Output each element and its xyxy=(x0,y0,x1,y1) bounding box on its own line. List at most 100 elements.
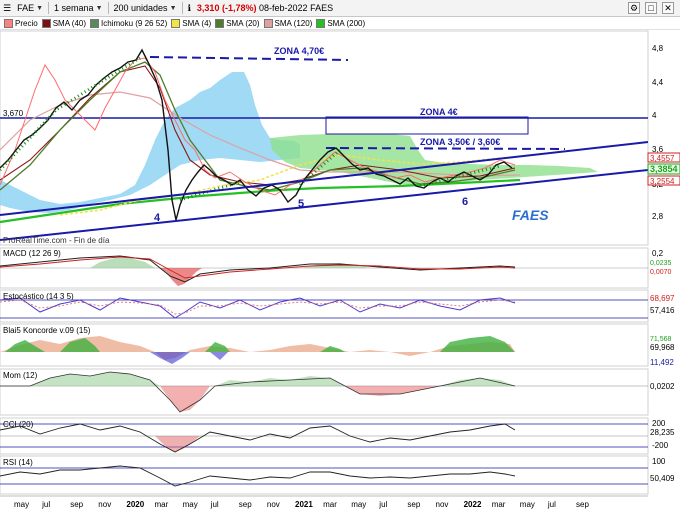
legend-swatch xyxy=(171,18,181,28)
zona-470-label: ZONA 4,70€ xyxy=(274,46,324,56)
cci-line xyxy=(0,423,516,453)
units-selector[interactable]: 200 unidades ▼ xyxy=(111,0,180,17)
price-tag-last: 3,3854 xyxy=(650,164,678,174)
x-tick-label: sep xyxy=(407,500,420,509)
trendline-upper xyxy=(0,141,649,216)
price-tag-lower: 3,2554 xyxy=(650,177,675,186)
info-icon[interactable]: ℹ xyxy=(187,2,191,13)
y-tick-label: 2,8 xyxy=(652,212,664,221)
x-tick-label: mar xyxy=(323,500,337,509)
x-tick-label: jul xyxy=(41,500,50,509)
legend-item-sma4[interactable]: SMA (4) xyxy=(171,18,211,28)
koncorde-panel-frame xyxy=(0,323,649,367)
koncorde-tick: 71,568 xyxy=(650,336,672,343)
x-tick-label: may xyxy=(351,500,366,509)
koncorde-tick: 11,492 xyxy=(650,358,674,367)
zona-4-box xyxy=(325,116,529,135)
menu-icon[interactable]: ☰ xyxy=(3,2,12,13)
toolbar-divider xyxy=(48,2,50,14)
x-tick-label: may xyxy=(520,500,535,509)
macd-tick: 0,0070 xyxy=(650,269,672,276)
mom-title: Mom (12) xyxy=(3,371,38,380)
close-icon[interactable]: ✕ xyxy=(662,2,674,14)
zona-470-line xyxy=(149,56,349,61)
x-tick-label: may xyxy=(14,500,29,509)
legend-swatch xyxy=(316,18,326,28)
x-tick-label: sep xyxy=(239,500,252,509)
wave-4-label: 4 xyxy=(154,212,161,224)
units-label: 200 unidades xyxy=(113,3,168,13)
legend-item-sma20[interactable]: SMA (20) xyxy=(215,18,260,28)
x-tick-label: jul xyxy=(378,500,387,509)
x-tick-label: 2021 xyxy=(295,500,313,509)
x-tick-label: may xyxy=(183,500,198,509)
x-tick-label: mar xyxy=(155,500,169,509)
x-tick-label: sep xyxy=(576,500,589,509)
ticker-label: FAE xyxy=(17,3,35,13)
stoch-k-line xyxy=(0,297,516,319)
y-tick-label: 4,8 xyxy=(652,44,664,53)
maximize-icon[interactable]: □ xyxy=(645,2,657,14)
stoch-d-line xyxy=(0,299,516,315)
mom-positive-area xyxy=(30,372,515,386)
legend-item-sma200[interactable]: SMA (200) xyxy=(316,18,365,28)
x-tick-label: sep xyxy=(70,500,83,509)
legend-item-ichimoku[interactable]: Ichimoku (9 26 52) xyxy=(90,18,167,28)
cci-title: CCI (20) xyxy=(3,420,34,429)
ichimoku-cloud-green xyxy=(270,134,598,186)
rsi-tick: 100 xyxy=(652,457,666,466)
price-readout: 3,310 (-1,78%) 08-feb-2022 FAES xyxy=(194,0,336,17)
toolbar-divider xyxy=(107,2,109,14)
legend-item-price[interactable]: Precio xyxy=(4,18,38,28)
mom-line xyxy=(0,371,516,413)
instrument-name: FAES xyxy=(310,3,334,13)
x-tick-label: 2022 xyxy=(464,500,482,509)
legend-swatch xyxy=(263,18,273,28)
macd-histogram-pos xyxy=(90,258,370,268)
koncorde-tick: 69,968 xyxy=(650,343,675,352)
price-change: (-1,78%) xyxy=(221,3,257,13)
koncorde-area xyxy=(0,336,515,360)
x-tick-label: mar xyxy=(492,500,506,509)
rsi-title: RSI (14) xyxy=(3,458,33,467)
zona-350-line xyxy=(325,147,566,150)
legend-swatch xyxy=(41,18,51,28)
settings-icon[interactable]: ⚙ xyxy=(628,2,640,14)
mom-tick: 0,0202 xyxy=(650,382,675,391)
cci-tick: 28,235 xyxy=(650,428,675,437)
period-label: 1 semana xyxy=(54,3,94,13)
price-candles xyxy=(0,48,513,221)
price-tag-box xyxy=(647,163,680,175)
macd-signal-line xyxy=(0,256,516,279)
x-tick-label: jul xyxy=(210,500,219,509)
last-price: 3,310 xyxy=(196,3,220,13)
stoch-tick: 68,697 xyxy=(650,294,675,303)
legend-swatch xyxy=(4,18,13,28)
mom-negative-area xyxy=(160,386,440,412)
mom-panel-frame xyxy=(0,368,649,416)
koncorde-green-area xyxy=(5,336,515,352)
cci-tick: 200 xyxy=(652,419,666,428)
legend-item-sma120[interactable]: SMA (120) xyxy=(263,18,312,28)
cci-tick: -200 xyxy=(652,441,669,450)
main-panel-frame xyxy=(0,30,649,246)
chevron-down-icon: ▼ xyxy=(36,4,44,12)
y-tick-label: 3,6 xyxy=(652,145,664,154)
wave-5-label: 5 xyxy=(298,198,304,210)
left-level-label: 3,670 xyxy=(3,109,24,118)
ticker-selector[interactable]: FAE ▼ xyxy=(14,0,46,17)
price-date: 08-feb-2022 xyxy=(259,3,308,13)
period-selector[interactable]: 1 semana ▼ xyxy=(51,0,105,17)
rsi-line xyxy=(0,465,516,487)
price-tag-box xyxy=(647,175,680,186)
macd-tick: 0,2 xyxy=(652,249,664,258)
stoch-title: Estocástico (14 3 5) xyxy=(3,292,74,301)
zona-350-label: ZONA 3,50€ / 3,60€ xyxy=(420,137,500,147)
legend-swatch xyxy=(215,18,225,28)
koncorde-title: Blai5 Koncorde v.09 (15) xyxy=(3,326,91,335)
stoch-panel-frame xyxy=(0,289,649,323)
koncorde-blue-area xyxy=(150,352,228,364)
macd-tick: 0,0235 xyxy=(650,260,672,267)
legend-item-sma40[interactable]: SMA (40) xyxy=(41,18,86,28)
